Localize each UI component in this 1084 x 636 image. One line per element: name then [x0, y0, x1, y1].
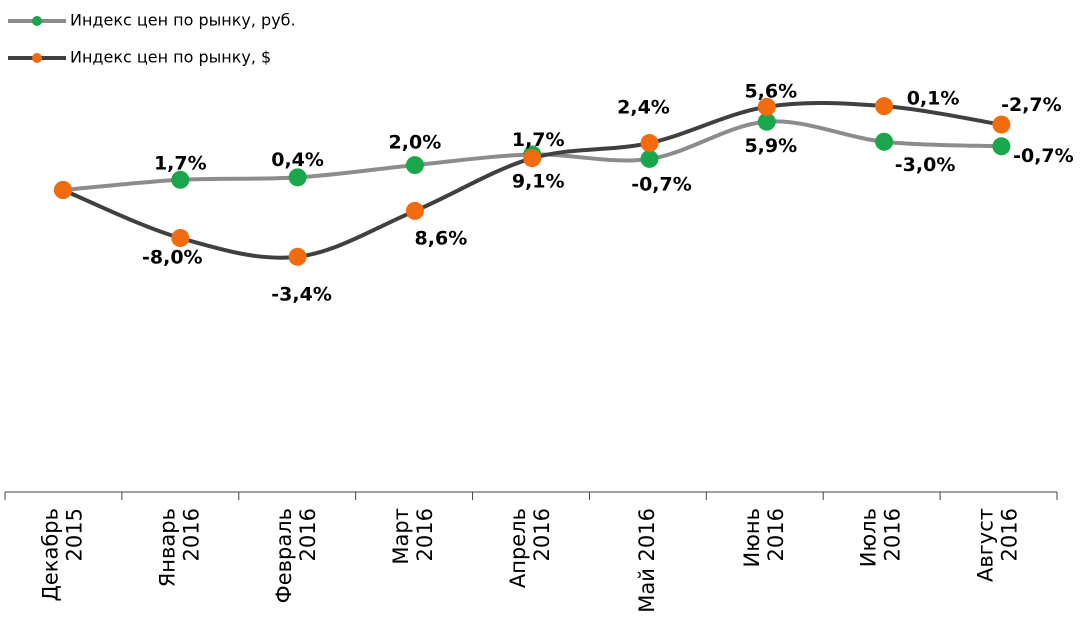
- x-tick-label-line: 2016: [764, 508, 788, 561]
- x-tick-label-line: 2016: [296, 508, 320, 561]
- x-tick-label: Февраль2016: [272, 508, 320, 603]
- point: [288, 247, 307, 266]
- data-label: -0,7%: [1013, 145, 1074, 167]
- x-tick-label: Июнь2016: [740, 508, 788, 568]
- legend-label: Индекс цен по рынку, руб.: [70, 11, 296, 30]
- x-tick-label: Июль2016: [857, 508, 905, 567]
- legend-label: Индекс цен по рынку, $: [70, 48, 271, 67]
- point: [992, 115, 1011, 134]
- x-tick-label-line: 2016: [530, 508, 554, 561]
- x-tick-label-line: Апрель: [506, 508, 530, 588]
- point: [523, 149, 542, 168]
- point: [405, 156, 424, 175]
- x-tick-label-line: 2016: [179, 508, 203, 561]
- point: [171, 229, 190, 247]
- data-label: 8,6%: [415, 227, 468, 249]
- data-label: 9,1%: [512, 171, 565, 193]
- x-tick-label: Январь2016: [155, 508, 203, 587]
- data-label: 5,9%: [744, 135, 797, 157]
- x-tick-label-line: Февраль: [272, 508, 296, 603]
- x-tick-label-line: Июль: [857, 508, 881, 567]
- x-tick-label: Август2016: [974, 508, 1022, 582]
- point: [875, 132, 894, 151]
- data-label: 2,0%: [389, 132, 442, 154]
- data-label: 1,7%: [154, 152, 207, 174]
- data-label: 5,6%: [744, 80, 797, 102]
- x-tick-label: Март2016: [389, 508, 437, 565]
- x-tick-label-line: Январь: [155, 508, 179, 587]
- x-tick-label-line: Декабрь: [38, 508, 62, 602]
- point: [171, 170, 190, 189]
- data-label: -3,0%: [895, 154, 956, 176]
- point: [875, 97, 894, 116]
- point: [992, 137, 1011, 156]
- data-label: 0,4%: [271, 149, 324, 171]
- data-label: -0,7%: [631, 173, 692, 195]
- x-tick-label-line: 2016: [998, 508, 1022, 561]
- x-tick-label: Декабрь2015: [38, 508, 86, 602]
- data-label: -8,0%: [142, 247, 203, 269]
- point: [54, 181, 72, 199]
- data-label: 0,1%: [907, 88, 960, 110]
- point: [640, 149, 659, 168]
- x-tick-label-line: Август: [974, 508, 998, 582]
- x-tick-label-line: Июнь: [740, 508, 764, 568]
- x-tick-label-line: 2016: [881, 508, 905, 561]
- point: [757, 97, 776, 116]
- data-label: 1,7%: [512, 129, 565, 151]
- point: [640, 134, 659, 153]
- legend-marker: [32, 53, 42, 63]
- x-tick-label: Май 2016: [635, 508, 659, 613]
- x-tick-label-line: Март: [389, 508, 413, 565]
- data-label: -3,4%: [271, 283, 332, 305]
- legend-marker: [32, 16, 42, 26]
- point: [757, 112, 776, 131]
- x-tick-label-line: 2015: [62, 508, 86, 561]
- x-tick-label-line: 2016: [413, 508, 437, 561]
- data-label: 2,4%: [617, 97, 670, 119]
- point: [288, 168, 307, 187]
- x-tick-label: Апрель2016: [506, 508, 554, 588]
- x-tick-label-line: Май 2016: [635, 508, 659, 613]
- data-label: -2,7%: [1001, 94, 1062, 116]
- point: [405, 201, 424, 220]
